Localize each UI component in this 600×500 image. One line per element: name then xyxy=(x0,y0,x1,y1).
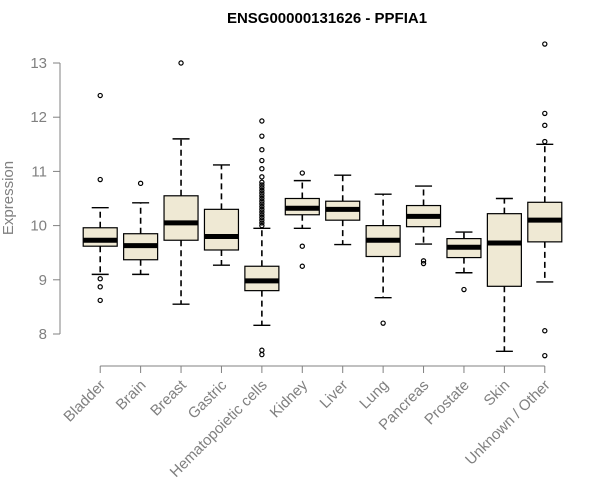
outlier-point xyxy=(299,243,305,249)
outlier-point xyxy=(97,92,103,99)
outlier-point xyxy=(259,118,265,124)
box-skin xyxy=(486,197,522,353)
box-liver xyxy=(325,174,361,246)
outlier-point xyxy=(259,147,265,153)
y-tick-label: 13 xyxy=(30,55,47,72)
box-pancreas xyxy=(405,185,442,267)
outlier-point xyxy=(259,222,265,229)
outlier-point xyxy=(259,174,265,180)
outlier-point xyxy=(259,195,265,202)
y-tick-label: 11 xyxy=(31,163,47,180)
outlier-point xyxy=(259,179,265,185)
boxes xyxy=(82,41,563,359)
outlier-point xyxy=(461,286,467,293)
outlier-point xyxy=(299,263,305,269)
outlier-point xyxy=(420,258,427,264)
x-tick-label: Prostate xyxy=(421,377,473,429)
box-hematopoietic-cells xyxy=(244,118,280,358)
outlier-point xyxy=(259,347,265,353)
box-gastric xyxy=(203,164,240,266)
x-tick-label: Skin xyxy=(481,377,514,410)
outlier-point xyxy=(259,182,265,188)
box-kidney xyxy=(284,170,320,269)
outlier-point xyxy=(542,41,548,47)
outlier-point xyxy=(259,165,265,172)
box-lung xyxy=(365,193,401,326)
outlier-point xyxy=(97,176,103,183)
box-iqr xyxy=(203,208,240,251)
outlier-point xyxy=(259,187,265,194)
chart-title: ENSG00000131626 - PPFIA1 xyxy=(227,10,427,27)
y-tick-label: 10 xyxy=(30,218,47,235)
box-brain xyxy=(123,180,159,276)
outlier-point xyxy=(259,351,265,358)
x-tick-label: Breast xyxy=(147,376,190,419)
outlier-point xyxy=(259,214,265,221)
outlier-point xyxy=(137,180,144,187)
outlier-point xyxy=(259,212,265,218)
box-prostate xyxy=(446,231,482,293)
y-tick-label: 9 xyxy=(39,272,47,289)
box-iqr xyxy=(163,195,199,241)
outlier-point xyxy=(542,138,548,145)
x-tick-label: Liver xyxy=(317,377,352,412)
y-axis-title: Expression xyxy=(0,161,17,235)
box-iqr xyxy=(82,227,118,247)
y-tick-label: 12 xyxy=(30,109,47,126)
outlier-point xyxy=(299,170,305,176)
outlier-point xyxy=(259,209,265,215)
outlier-point xyxy=(97,284,103,290)
outlier-point xyxy=(259,184,265,191)
x-tick-label: Lung xyxy=(356,377,392,413)
outlier-point xyxy=(420,260,427,267)
outlier-point xyxy=(97,297,103,304)
outlier-point xyxy=(259,206,265,213)
outlier-point xyxy=(259,157,265,164)
outlier-point xyxy=(178,60,184,66)
outlier-point xyxy=(259,133,265,139)
outlier-point xyxy=(542,122,548,129)
y-axis: 8 9 10 11 12 13 xyxy=(30,55,61,343)
box-breast xyxy=(163,60,199,305)
x-tick-label: Bladder xyxy=(60,377,109,426)
outlier-point xyxy=(259,193,265,199)
outlier-point xyxy=(380,320,386,326)
box-iqr xyxy=(486,213,522,287)
outlier-point xyxy=(97,276,103,282)
box-unknown-other xyxy=(527,41,563,359)
x-tick-label: Kidney xyxy=(267,376,312,421)
outlier-point xyxy=(259,198,265,204)
x-tick-label: Brain xyxy=(113,377,150,414)
outlier-point xyxy=(542,328,548,334)
outlier-point xyxy=(259,217,265,223)
outlier-point xyxy=(259,203,265,210)
outlier-point xyxy=(259,201,265,207)
outlier-point xyxy=(259,220,265,226)
outlier-point xyxy=(259,190,265,196)
box-bladder xyxy=(82,92,118,304)
y-tick-label: 8 xyxy=(39,326,47,343)
outlier-point xyxy=(542,352,548,359)
outlier-point xyxy=(542,110,548,117)
